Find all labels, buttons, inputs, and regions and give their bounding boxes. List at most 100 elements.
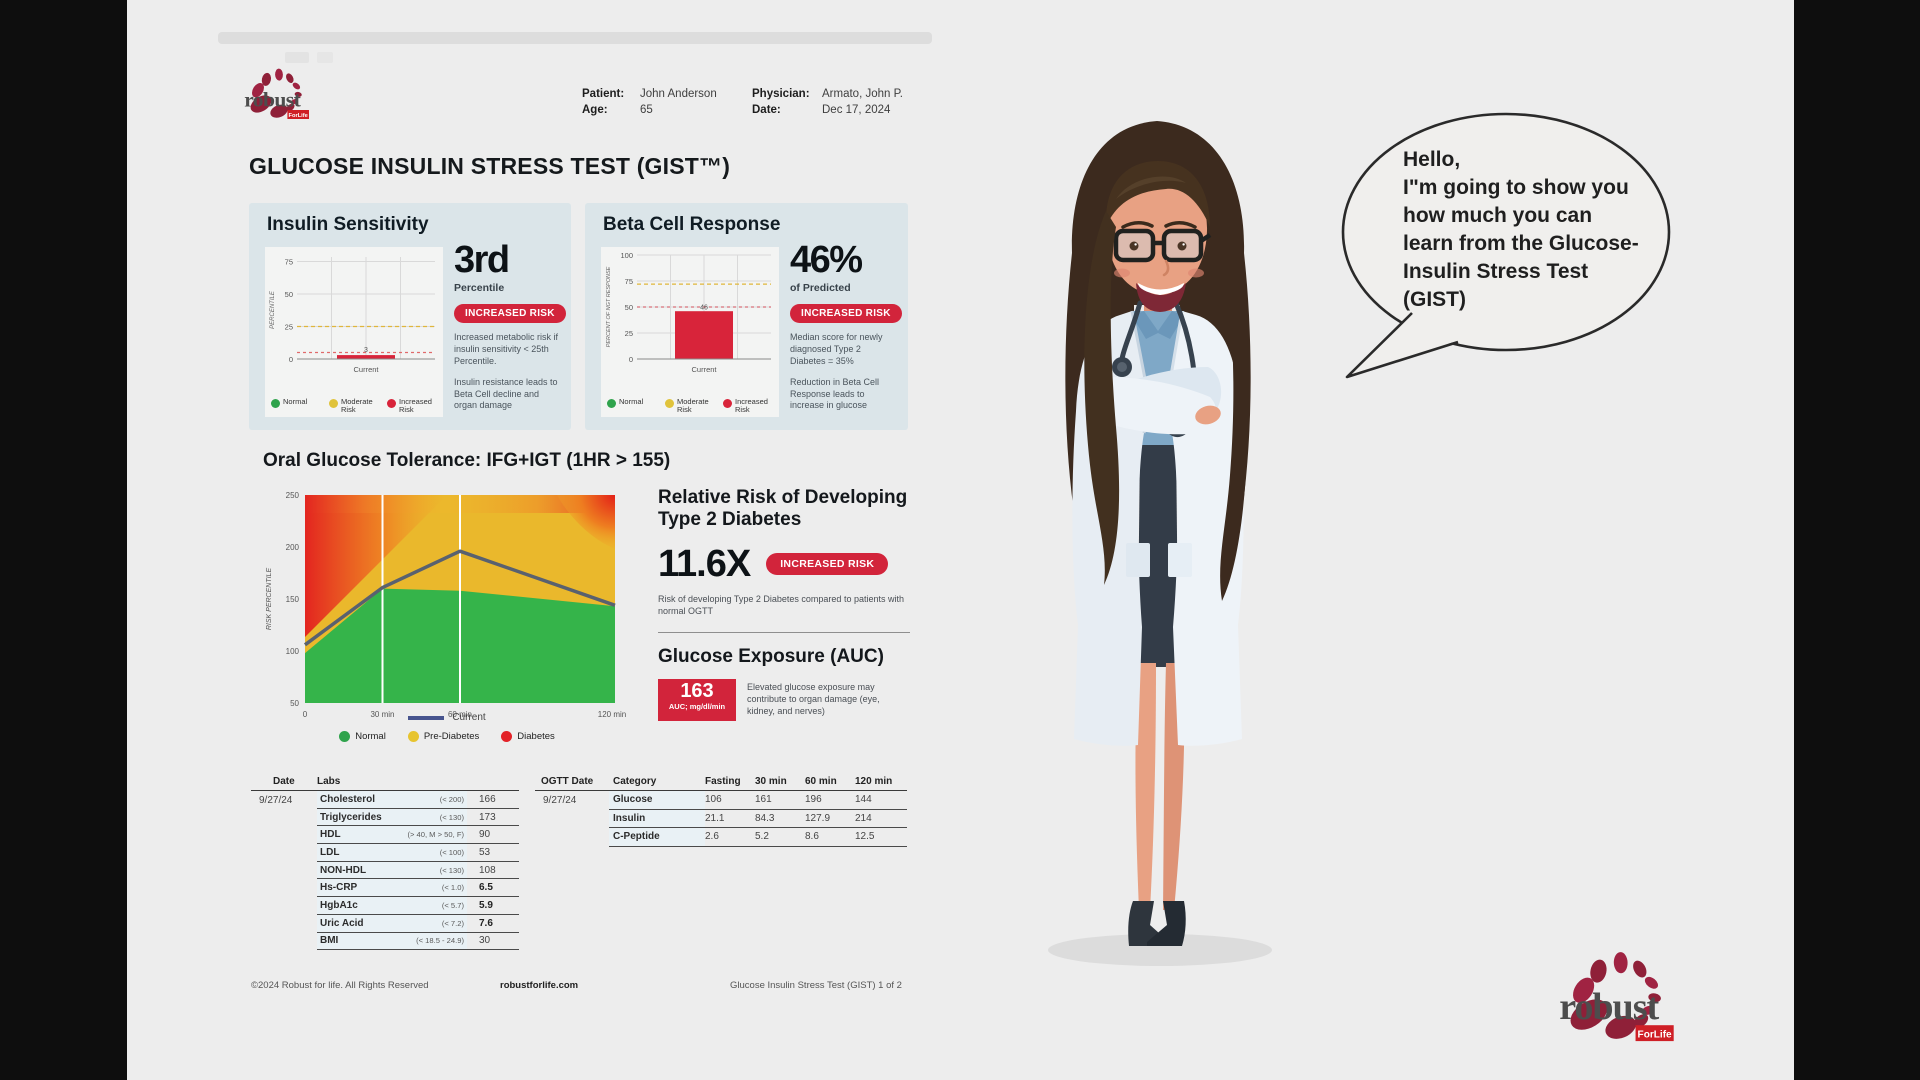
face (1106, 169, 1208, 295)
auc-caption: Elevated glucose exposure may contribute… (747, 681, 880, 717)
beta-bar-chart: 100 75 50 25 0 PERCENT OF NGT RESPONSE 4… (606, 251, 771, 374)
ytick: 0 (289, 355, 293, 364)
physician-value: Armato, John P. (822, 88, 903, 100)
hand (1195, 405, 1221, 425)
ogtt-value: 21.1 (705, 812, 725, 824)
insulin-chart: 75 50 25 0 PERCENTILE 3 Current Normal M… (265, 247, 443, 417)
lab-value: 53 (479, 846, 491, 858)
speech-line: I"m going to show you (1403, 176, 1629, 199)
logo-badge-text: ForLife (1638, 1029, 1673, 1040)
age-value: 65 (640, 104, 653, 116)
hair-strand-left (1084, 211, 1120, 585)
ytick: 0 (629, 355, 633, 364)
robust-logo-large: robust ForLife (1559, 952, 1674, 1042)
lab-value: 5.9 (479, 899, 493, 911)
lab-value: 6.5 (479, 882, 493, 894)
logo-wordmark: robust (244, 87, 301, 111)
auc-value: 163 (680, 679, 714, 702)
page-top-strip (218, 32, 932, 44)
y-axis-label: PERCENTILE (270, 290, 276, 329)
ytick: 25 (625, 329, 633, 338)
insulin-percentile-value: 3rd (454, 239, 510, 281)
table-row: HDL (> 40, M > 50, F) 90 (317, 826, 519, 845)
lab-name: Hs-CRP (320, 882, 358, 894)
xtick: 120 min (598, 710, 626, 719)
coat-pocket-right (1168, 543, 1192, 577)
shirt-collar (1132, 311, 1184, 339)
bar-value-label: 3 (364, 347, 368, 354)
y-axis-label: RISK PERCENTILE (266, 568, 273, 631)
date-label: Date: (752, 104, 781, 116)
table-row: HgbA1c (< 5.7) 5.9 (317, 897, 519, 915)
lab-value: 90 (479, 829, 491, 841)
physician-info: Physician: Armato, John P. Date: Dec 17, 2… (752, 86, 903, 118)
beta-predicted-caption: of Predicted (790, 282, 851, 294)
ogtt-60min-header: 60 min (805, 775, 837, 787)
insulin-percentile-caption: Percentile (454, 282, 505, 294)
insulin-panel-title: Insulin Sensitivity (267, 214, 429, 235)
speech-line: (GIST) (1403, 288, 1466, 311)
beta-chart: 100 75 50 25 0 PERCENT OF NGT RESPONSE 4… (601, 247, 779, 417)
speech-line: Hello, (1403, 148, 1461, 171)
eye-left (1129, 241, 1139, 251)
table-row: C-Peptide 2.6 5.2 8.6 12.5 (609, 828, 907, 847)
hair-strand-right (1210, 215, 1248, 601)
logo-wordmark: robust (1559, 986, 1659, 1028)
beta-note-2: Reduction in Beta Cell Response leads to… (790, 376, 880, 411)
ogtt-value: 84.3 (755, 812, 775, 824)
lab-value: 173 (479, 811, 496, 823)
ogtt-value: 214 (855, 812, 872, 824)
labs-date-header: Date (273, 775, 295, 787)
ogtt-value: 196 (805, 794, 822, 806)
lab-name: Triglycerides (320, 811, 382, 823)
ogtt-category-header: Category (613, 775, 657, 787)
relative-risk-caption: Risk of developing Type 2 Diabetes compa… (658, 593, 904, 616)
speech-line: how much you can (1403, 204, 1593, 227)
lab-range: (< 200) (439, 794, 464, 804)
date-value: Dec 17, 2024 (822, 104, 891, 116)
beta-chart-legend: Normal Moderate Risk Increased Risk (605, 396, 775, 415)
ogtt-category: Insulin (609, 809, 705, 827)
speech-line: Insulin Stress Test (1403, 260, 1589, 283)
ytick: 50 (625, 303, 633, 312)
y-axis-label: PERCENT OF NGT RESPONSE (606, 266, 612, 347)
patient-info: Patient: John Anderson Age: 65 (582, 86, 717, 118)
ytick: 100 (286, 647, 300, 656)
divider (658, 631, 910, 633)
ogt-zone-legend: Normal Pre-Diabetes Diabetes (257, 731, 637, 742)
ogtt-value: 8.6 (805, 831, 819, 843)
slide-canvas: robust ForLife Patient: John Anderson Age… (127, 0, 1794, 1080)
legend-increased: Increased Risk (735, 396, 768, 414)
insulin-sensitivity-panel: Insulin Sensitivity 75 50 25 0 PERCENTIL… (249, 203, 571, 430)
table-row: BMI (< 18.5 - 24.9) 30 (317, 932, 519, 951)
xtick: 0 (303, 710, 308, 719)
insulin-bar-chart: 75 50 25 0 PERCENTILE 3 Current (270, 257, 435, 374)
lab-name: HgbA1c (320, 899, 358, 911)
ytick: 150 (286, 595, 300, 604)
beta-note-1: Median score for newly diagnosed Type 2 … (790, 332, 883, 366)
eye-right (1177, 241, 1187, 251)
eyebrow-left (1121, 221, 1154, 229)
nose (1162, 259, 1170, 277)
legend-diabetes: Diabetes (517, 731, 555, 742)
blush-left (1114, 268, 1130, 278)
logo-petals-icon (1570, 952, 1661, 1039)
current-line-swatch (408, 715, 445, 720)
robust-logo: robust ForLife (244, 68, 309, 119)
footer-page-number: Glucose Insulin Stress Test (GIST) 1 of … (730, 980, 902, 991)
ogtt-value: 161 (755, 794, 772, 806)
blush-right (1188, 268, 1204, 278)
lab-value: 108 (479, 864, 496, 876)
auc-value-box: 163 AUC; mg/dl/min (658, 678, 736, 721)
ogtt-value: 144 (855, 794, 872, 806)
ogt-line-legend: Current (257, 712, 637, 723)
diabetes-zone-left (305, 495, 447, 637)
legend-moderate: Moderate Risk (341, 396, 373, 414)
current-line-label: Current (452, 712, 486, 723)
hair-highlight (1116, 176, 1186, 199)
page-strip-decoration (285, 52, 309, 63)
ogtt-value: 127.9 (805, 812, 831, 824)
legend-normal: Normal (283, 396, 308, 406)
age-label: Age: (582, 104, 608, 116)
table-row: Hs-CRP (< 1.0) 6.5 (317, 879, 519, 898)
